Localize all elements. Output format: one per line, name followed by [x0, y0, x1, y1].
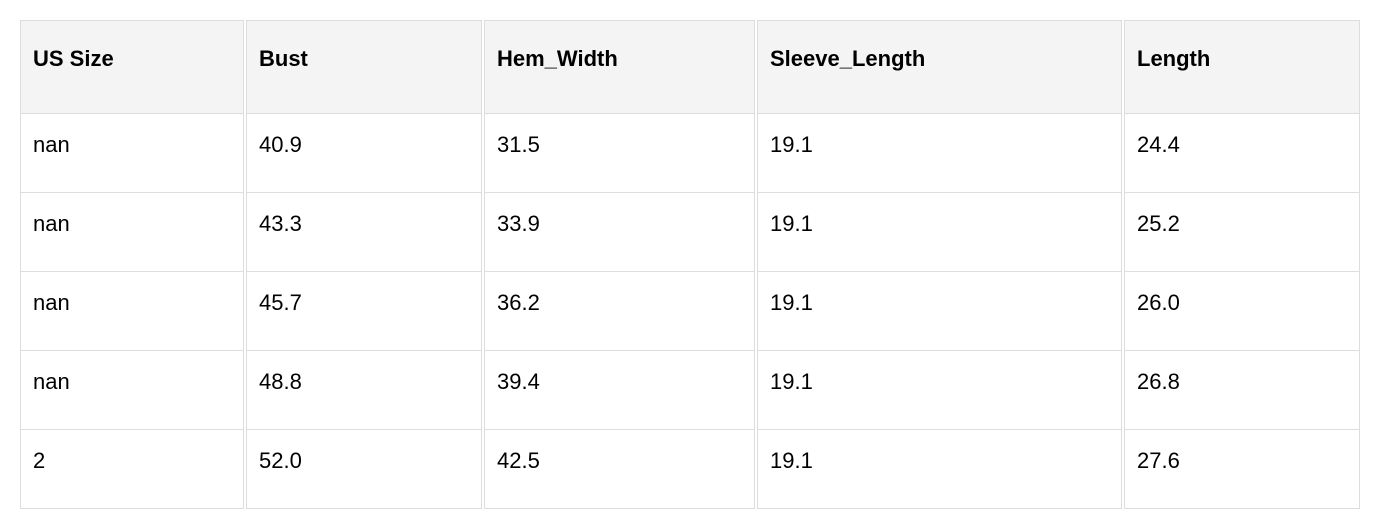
cell-sleeve-length: 19.1 [757, 193, 1122, 272]
header-us-size: US Size [20, 20, 244, 114]
cell-length: 27.6 [1124, 430, 1360, 509]
header-hem-width: Hem_Width [484, 20, 755, 114]
cell-length: 26.8 [1124, 351, 1360, 430]
cell-us-size: nan [20, 193, 244, 272]
header-row: US Size Bust Hem_Width Sleeve_Length Len… [20, 20, 1360, 114]
cell-length: 25.2 [1124, 193, 1360, 272]
cell-bust: 45.7 [246, 272, 482, 351]
cell-bust: 40.9 [246, 114, 482, 193]
cell-us-size: 2 [20, 430, 244, 509]
cell-length: 24.4 [1124, 114, 1360, 193]
cell-hem-width: 39.4 [484, 351, 755, 430]
header-bust: Bust [246, 20, 482, 114]
cell-bust: 48.8 [246, 351, 482, 430]
cell-us-size: nan [20, 272, 244, 351]
header-length: Length [1124, 20, 1360, 114]
cell-bust: 43.3 [246, 193, 482, 272]
table-row: nan 43.3 33.9 19.1 25.2 [20, 193, 1360, 272]
cell-sleeve-length: 19.1 [757, 272, 1122, 351]
cell-hem-width: 31.5 [484, 114, 755, 193]
table-row: nan 40.9 31.5 19.1 24.4 [20, 114, 1360, 193]
cell-hem-width: 42.5 [484, 430, 755, 509]
cell-sleeve-length: 19.1 [757, 430, 1122, 509]
cell-us-size: nan [20, 351, 244, 430]
table-row: nan 45.7 36.2 19.1 26.0 [20, 272, 1360, 351]
cell-bust: 52.0 [246, 430, 482, 509]
cell-sleeve-length: 19.1 [757, 351, 1122, 430]
cell-hem-width: 33.9 [484, 193, 755, 272]
cell-us-size: nan [20, 114, 244, 193]
table-row: 2 52.0 42.5 19.1 27.6 [20, 430, 1360, 509]
cell-hem-width: 36.2 [484, 272, 755, 351]
size-table: US Size Bust Hem_Width Sleeve_Length Len… [18, 20, 1362, 509]
cell-sleeve-length: 19.1 [757, 114, 1122, 193]
header-sleeve-length: Sleeve_Length [757, 20, 1122, 114]
cell-length: 26.0 [1124, 272, 1360, 351]
table-row: nan 48.8 39.4 19.1 26.8 [20, 351, 1360, 430]
